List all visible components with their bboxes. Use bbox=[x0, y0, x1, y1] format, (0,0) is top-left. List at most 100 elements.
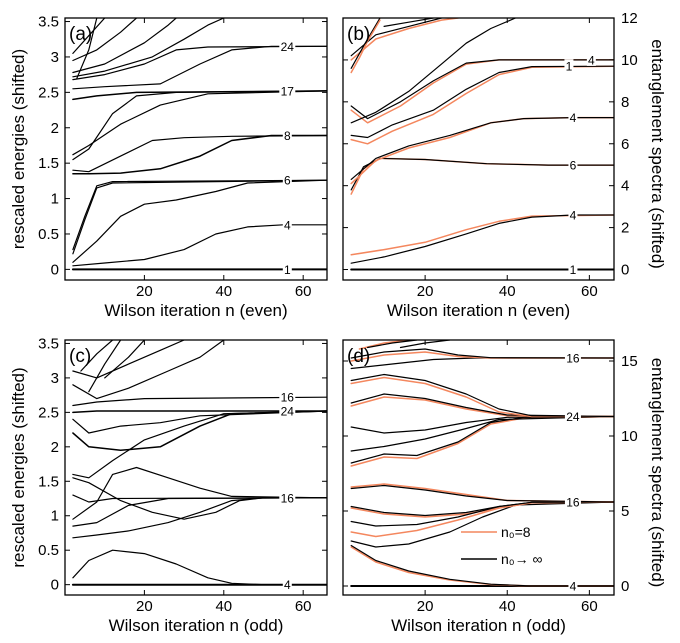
degeneracy-label: 8 bbox=[284, 129, 291, 143]
series-line-13 bbox=[72, 18, 225, 78]
level-label-bg bbox=[279, 403, 296, 417]
series-line-10 bbox=[72, 90, 327, 101]
series-line-4 bbox=[72, 179, 327, 255]
degeneracy-label: 16 bbox=[281, 491, 295, 505]
series-line-13 bbox=[350, 415, 614, 434]
y-tick-label: 0 bbox=[621, 262, 629, 279]
x-tick-label: 60 bbox=[581, 598, 598, 615]
degeneracy-label: 16 bbox=[566, 352, 580, 366]
degeneracy-label: 6 bbox=[284, 174, 291, 188]
series-line-6 bbox=[350, 116, 614, 185]
level-label-bg bbox=[564, 59, 574, 73]
level-label-bg bbox=[282, 262, 292, 276]
x-tick-label: 20 bbox=[136, 283, 153, 300]
series-group bbox=[350, 340, 614, 587]
panel-label: (c) bbox=[69, 346, 91, 367]
series-line-11 bbox=[350, 415, 614, 467]
degeneracy-label: 1 bbox=[570, 263, 577, 277]
degeneracy-label: 24 bbox=[566, 410, 580, 424]
series-line-2 bbox=[350, 214, 614, 256]
series-line-5 bbox=[350, 157, 614, 191]
legend-entry-label: n₀→ ∞ bbox=[501, 551, 542, 567]
series-line-12 bbox=[72, 396, 327, 407]
y-tick-label: 3.5 bbox=[38, 335, 59, 352]
y-tick-label: 3 bbox=[51, 49, 59, 66]
series-line-9 bbox=[350, 65, 614, 139]
y-tick-label: 2.5 bbox=[38, 84, 59, 101]
y-tick-label: 12 bbox=[621, 10, 638, 27]
x-axis-label: Wilson iteration n (odd) bbox=[391, 616, 566, 635]
degeneracy-label: 6 bbox=[570, 159, 577, 173]
plot-frame bbox=[342, 339, 615, 596]
series-group bbox=[71, 340, 327, 586]
x-tick-label: 60 bbox=[295, 283, 312, 300]
level-label-bg bbox=[282, 577, 292, 591]
series-line-15 bbox=[88, 340, 122, 393]
x-axis-label: Wilson iteration n (even) bbox=[387, 301, 570, 320]
series-line-16 bbox=[350, 415, 614, 452]
level-label-bg bbox=[568, 208, 578, 222]
x-tick-label: 20 bbox=[136, 598, 153, 615]
series-line-9 bbox=[72, 90, 327, 156]
series-line-15 bbox=[350, 18, 381, 69]
level-label-bg bbox=[282, 217, 292, 231]
degeneracy-label: 1 bbox=[284, 263, 291, 277]
series-group bbox=[350, 18, 614, 271]
y-tick-label: 5 bbox=[621, 503, 629, 520]
level-label-bg bbox=[282, 128, 292, 142]
y-tick-label: 1 bbox=[51, 191, 59, 208]
series-line-15 bbox=[72, 18, 138, 62]
series-line-18 bbox=[350, 373, 614, 418]
level-label-bg bbox=[564, 495, 581, 508]
y-tick-label: 0 bbox=[621, 578, 629, 595]
y-tick-label: 2.5 bbox=[38, 404, 59, 421]
level-label-bg bbox=[279, 39, 296, 53]
x-axis-label: Wilson iteration n (even) bbox=[104, 301, 287, 320]
degeneracy-label: 4 bbox=[570, 111, 577, 125]
y-tick-label: 1 bbox=[51, 508, 59, 525]
series-line-11 bbox=[72, 410, 327, 414]
y-tick-label: 0 bbox=[51, 577, 59, 594]
level-label-bg bbox=[568, 158, 578, 172]
y-tick-label: 6 bbox=[621, 136, 629, 153]
x-tick-label: 20 bbox=[417, 598, 434, 615]
series-line-12 bbox=[350, 18, 517, 124]
level-label-bg bbox=[568, 262, 578, 276]
y-tick-label: 0.5 bbox=[38, 226, 59, 243]
series-line-12 bbox=[72, 45, 327, 81]
level-label-bg bbox=[279, 83, 296, 97]
x-tick-label: 60 bbox=[581, 283, 598, 300]
degeneracy-label: 1 bbox=[566, 60, 573, 74]
series-line-16 bbox=[350, 19, 381, 74]
level-label-bg bbox=[568, 579, 578, 592]
chart-panel-4: 20 40 60 0 5 10 15 4 16 24 16 (d) Wilson iteration n… bbox=[342, 339, 667, 635]
y-tick-label: 3 bbox=[51, 370, 59, 387]
degeneracy-label: 24 bbox=[281, 404, 295, 418]
series-line-17 bbox=[350, 376, 614, 418]
series-line-23 bbox=[367, 340, 418, 349]
degeneracy-label: 24 bbox=[281, 40, 295, 54]
series-line-16 bbox=[80, 340, 114, 372]
chart-panel-1: 20 40 60 0 0.5 1 1.5 2 2.5 3 3.5 1 4 6 8 17 24 (a) Wilson … bbox=[9, 14, 328, 320]
x-axis-label: Wilson iteration n (odd) bbox=[109, 616, 284, 635]
level-label-bg bbox=[564, 409, 581, 423]
y-tick-label: 4 bbox=[621, 178, 629, 195]
x-tick-label: 40 bbox=[215, 598, 232, 615]
y-tick-label: 0 bbox=[51, 261, 59, 278]
x-tick-label: 40 bbox=[215, 283, 232, 300]
series-line-11 bbox=[350, 59, 614, 120]
series-line-7 bbox=[72, 494, 327, 503]
series-line-5 bbox=[72, 179, 327, 251]
y-tick-label: 1.5 bbox=[38, 155, 59, 172]
series-line-2 bbox=[72, 549, 327, 586]
series-line-3 bbox=[350, 214, 614, 264]
panel-label: (d) bbox=[347, 346, 370, 367]
y-tick-label: 10 bbox=[621, 428, 638, 445]
level-label-bg bbox=[282, 173, 292, 187]
panel-label: (a) bbox=[69, 24, 92, 45]
y-axis-label: entanglement spectra (shifted) bbox=[648, 358, 667, 588]
y-tick-label: 15 bbox=[621, 353, 638, 370]
y-tick-label: 0.5 bbox=[38, 542, 59, 559]
